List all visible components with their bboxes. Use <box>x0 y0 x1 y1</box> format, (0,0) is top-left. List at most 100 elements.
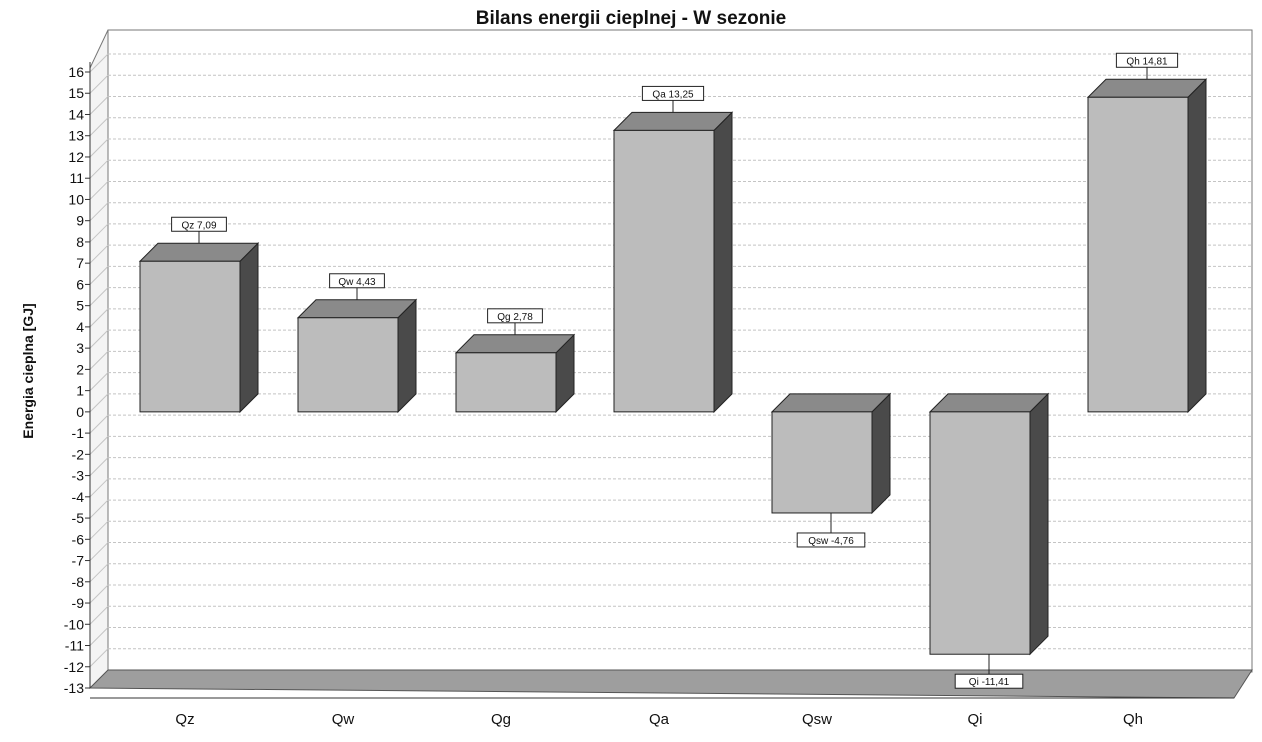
bar <box>455 352 557 413</box>
y-tick-label: 3 <box>76 340 84 356</box>
bar-top <box>928 393 1050 413</box>
gridline-depth <box>89 244 109 264</box>
gridline-depth <box>89 287 109 307</box>
plot-floor <box>88 669 1253 699</box>
y-tick-label: 16 <box>68 64 84 80</box>
y-tick-label: -6 <box>72 531 85 547</box>
data-label-box <box>329 273 385 289</box>
bar-side <box>397 298 417 414</box>
y-tick-label: -11 <box>65 638 84 654</box>
gridline-depth <box>89 605 109 625</box>
bar-top <box>770 393 892 413</box>
x-tick-label: Qa <box>649 711 670 728</box>
gridline-depth <box>89 563 109 583</box>
bar-side <box>871 392 891 515</box>
bar-side <box>239 242 259 414</box>
bar-group: Qg 2,78 <box>454 308 576 414</box>
plot-side-wall <box>89 29 109 690</box>
bar-top <box>612 111 734 131</box>
y-tick-label: 12 <box>68 149 84 165</box>
data-label-box <box>487 308 543 324</box>
gridline-depth <box>89 96 109 115</box>
y-tick-label: 10 <box>68 191 84 207</box>
x-tick-label: Qw <box>332 711 355 728</box>
y-tick-label: -5 <box>72 510 85 526</box>
gridline-depth <box>89 372 109 391</box>
bar-group: Qz 7,09 <box>138 216 260 414</box>
gridline-depth <box>89 74 109 94</box>
bar-group: Qw 4,43 <box>296 273 418 414</box>
bar <box>297 317 399 413</box>
bar-group: Qi -11,41 <box>928 392 1050 689</box>
bar-group: Qh 14,81 <box>1086 52 1208 414</box>
gridline-depth <box>89 648 109 668</box>
bar <box>929 411 1031 655</box>
gridline-depth <box>89 457 109 476</box>
y-tick-label: 11 <box>69 170 84 186</box>
gridline-depth <box>89 223 109 243</box>
y-tick-label: 7 <box>76 255 84 271</box>
gridline-depth <box>89 329 109 349</box>
gridline-depth <box>89 499 109 519</box>
y-tick-label: 14 <box>68 106 84 122</box>
y-tick-label: 15 <box>68 85 84 101</box>
bar-top <box>138 242 260 262</box>
y-tick-label: -13 <box>64 680 84 696</box>
y-tick-label: 2 <box>76 361 84 377</box>
gridline-depth <box>89 308 109 328</box>
bar-group: Qa 13,25 <box>612 85 734 414</box>
bar <box>613 129 715 413</box>
gridline-depth <box>89 159 109 179</box>
gridline-depth <box>89 117 109 137</box>
bar <box>139 260 241 413</box>
gridline-depth <box>89 393 109 413</box>
y-tick-label: -9 <box>72 595 85 611</box>
bar <box>1087 96 1189 413</box>
bar-side <box>1187 78 1207 414</box>
data-label-box <box>171 216 227 232</box>
y-tick-label: -8 <box>72 574 85 590</box>
data-label-box <box>796 532 866 548</box>
y-tick-label: 6 <box>76 276 84 292</box>
y-tick-label: -4 <box>72 489 85 505</box>
data-label-box <box>1115 52 1179 68</box>
y-tick-label: 4 <box>76 319 84 335</box>
x-tick-label: Qz <box>175 711 194 728</box>
gridline-depth <box>89 181 109 200</box>
y-tick-label: 0 <box>76 404 84 420</box>
y-tick-label: -10 <box>64 616 84 632</box>
bar-top <box>296 299 418 319</box>
data-label: Qsw -4,76 <box>808 536 854 547</box>
gridline-depth <box>89 202 109 222</box>
data-label: Qw 4,43 <box>338 277 376 288</box>
y-tick-label: -2 <box>72 446 85 462</box>
y-tick-label: 13 <box>68 128 84 144</box>
bar <box>771 411 873 514</box>
y-tick-label: -1 <box>72 425 85 441</box>
gridline-depth <box>89 266 109 285</box>
gridline-depth <box>89 138 109 158</box>
data-label-box <box>954 673 1024 689</box>
y-tick-label: -7 <box>72 553 85 569</box>
data-label: Qi -11,41 <box>969 677 1010 688</box>
x-tick-label: Qi <box>968 711 983 728</box>
gridline-depth <box>89 520 109 540</box>
gridline-depth <box>89 542 109 561</box>
bar-top <box>454 334 576 354</box>
x-tick-label: Qsw <box>802 711 832 728</box>
bar-side <box>713 111 733 414</box>
gridline-depth <box>89 53 109 73</box>
x-tick-label: Qg <box>491 711 511 728</box>
data-label: Qh 14,81 <box>1126 56 1168 67</box>
data-label: Qg 2,78 <box>497 312 533 323</box>
bar-side <box>1029 392 1049 656</box>
y-tick-label: 5 <box>76 298 84 314</box>
y-tick-label: 9 <box>76 213 84 229</box>
data-label: Qa 13,25 <box>652 89 694 100</box>
y-tick-label: 8 <box>76 234 84 250</box>
y-tick-label: -12 <box>64 659 84 675</box>
chart-title: Bilans energii cieplnej - W sezonie <box>475 8 787 29</box>
gridline-depth <box>89 584 109 604</box>
data-label-box <box>641 85 705 101</box>
data-label: Qz 7,09 <box>181 220 216 231</box>
